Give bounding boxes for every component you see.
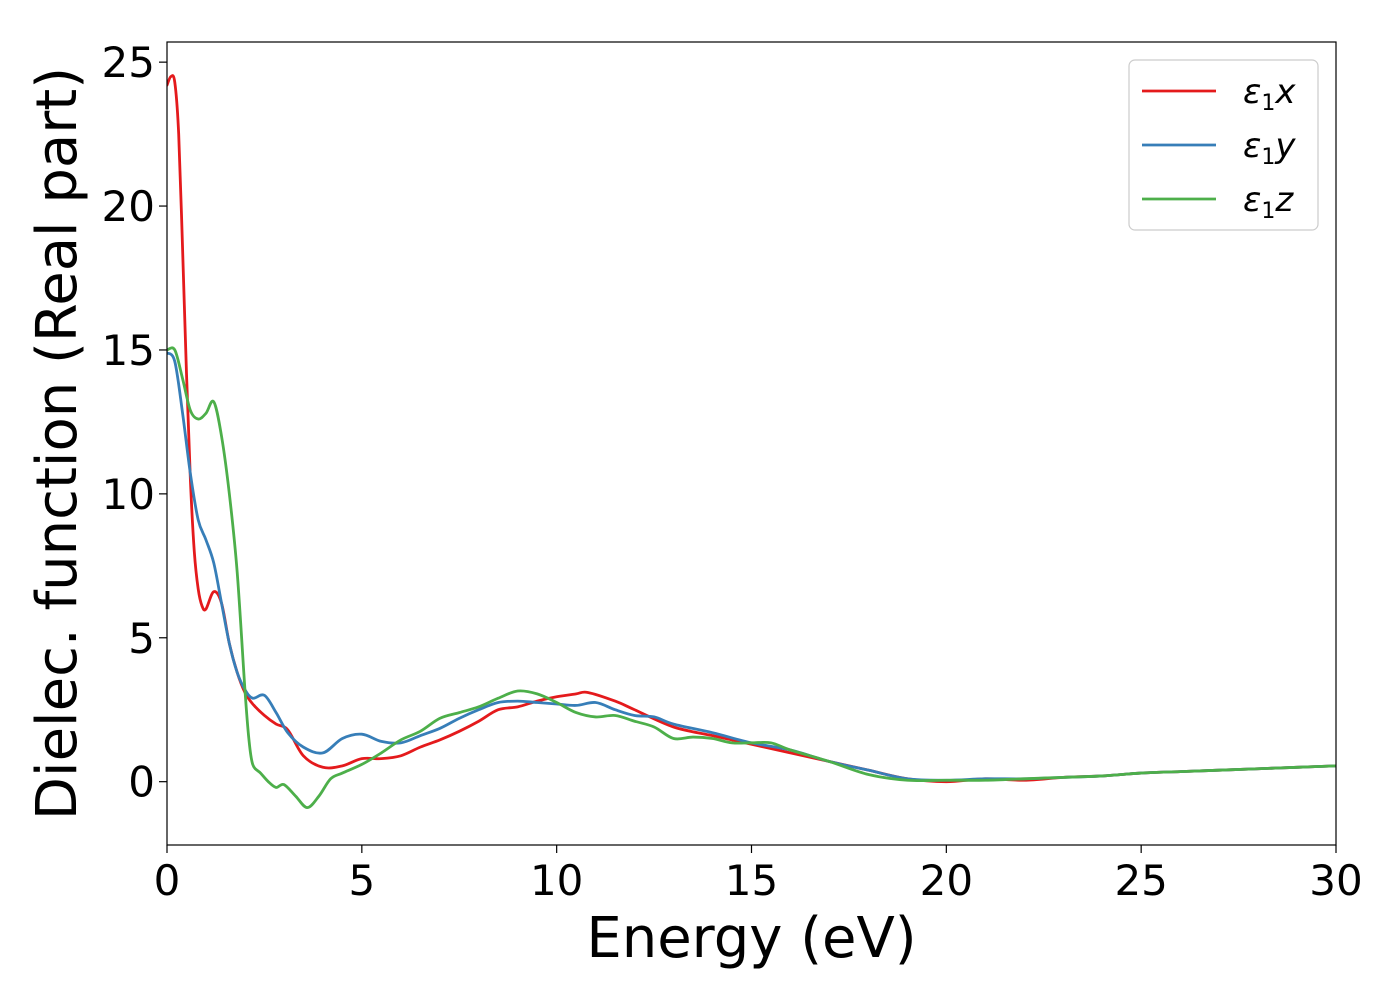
x-tick-label: 5 — [348, 856, 375, 905]
x-tick-label: 0 — [154, 856, 181, 905]
y-axis-title: Dielec. function (Real part) — [25, 67, 90, 820]
legend: ε1x ε1y ε1z — [1128, 59, 1319, 231]
y-tick-label: 5 — [128, 614, 155, 663]
legend-item-z: ε1z — [1142, 180, 1294, 224]
x-tick-label: 30 — [1309, 856, 1362, 905]
axes: 0 5 10 15 20 25 30 0 5 10 15 20 25 — [102, 38, 1363, 905]
legend-item-y: ε1y — [1142, 126, 1296, 170]
x-axis-title: Energy (eV) — [586, 906, 916, 971]
x-tick-label: 15 — [725, 856, 778, 905]
y-tick-label: 15 — [102, 326, 155, 375]
plot-area — [167, 74, 1336, 809]
legend-box — [1128, 59, 1319, 231]
y-tick-label: 20 — [102, 182, 155, 231]
legend-label: ε1x — [1243, 72, 1296, 116]
legend-label: ε1y — [1243, 126, 1296, 170]
series-line-z — [167, 346, 1336, 809]
x-tick-label: 20 — [920, 856, 973, 905]
x-tick-label: 25 — [1114, 856, 1167, 905]
y-tick-label: 0 — [128, 758, 155, 807]
y-tick-label: 10 — [102, 470, 155, 519]
series-lines — [167, 74, 1336, 809]
legend-label: ε1z — [1243, 180, 1294, 224]
legend-item-x: ε1x — [1142, 72, 1296, 116]
x-tick-label: 10 — [530, 856, 583, 905]
y-tick-label: 25 — [102, 38, 155, 87]
